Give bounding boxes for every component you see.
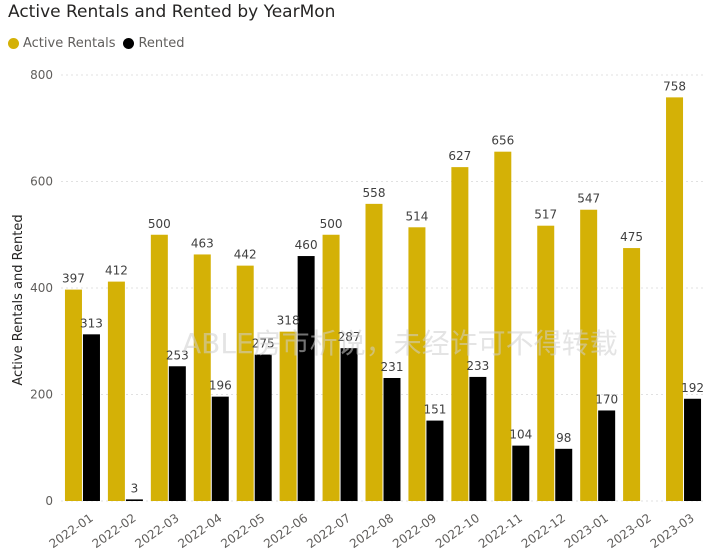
data-label-active-rentals: 318 — [277, 314, 300, 328]
x-tick-label: 2022-12 — [519, 511, 568, 551]
data-label-active-rentals: 514 — [405, 209, 428, 223]
x-tick-label: 2022-06 — [261, 511, 310, 551]
bar-rented — [426, 421, 443, 501]
data-label-rented: 231 — [381, 360, 404, 374]
chart-plot: 0200400600800 39731341235002534631964422… — [0, 0, 713, 554]
y-tick-label: 400 — [30, 281, 53, 295]
bar-rented — [212, 397, 229, 501]
x-tick-label: 2022-07 — [304, 511, 353, 551]
x-tick-label: 2022-03 — [132, 511, 181, 551]
watermark-text: ABLE房市析说，未经许可不得转载 — [182, 327, 618, 360]
data-label-active-rentals: 758 — [663, 79, 686, 93]
x-tick-label: 2022-01 — [47, 511, 96, 551]
data-label-rented: 98 — [556, 431, 571, 445]
bar-rented — [555, 449, 572, 501]
data-label-rented: 104 — [509, 428, 532, 442]
data-label-active-rentals: 558 — [363, 186, 386, 200]
bars — [65, 97, 701, 501]
x-tick-label: 2022-10 — [433, 511, 482, 551]
bar-rented — [684, 399, 701, 501]
data-label-rented: 192 — [681, 381, 704, 395]
bar-active-rentals — [537, 226, 554, 501]
data-label-active-rentals: 517 — [534, 208, 557, 222]
data-label-active-rentals: 500 — [148, 217, 171, 231]
y-tick-label: 0 — [45, 494, 53, 508]
bar-active-rentals — [108, 282, 125, 501]
x-axis-ticks: 2022-012022-022022-032022-042022-052022-… — [47, 511, 697, 551]
bar-rented — [384, 378, 401, 501]
x-tick-label: 2022-05 — [218, 511, 267, 551]
data-label-rented: 151 — [423, 403, 446, 417]
data-label-rented: 233 — [466, 359, 489, 373]
data-label-rented: 460 — [295, 238, 318, 252]
bar-active-rentals — [623, 248, 640, 501]
x-tick-label: 2023-01 — [562, 511, 611, 551]
bar-rented — [341, 348, 358, 501]
x-tick-label: 2022-09 — [390, 511, 439, 551]
bar-active-rentals — [408, 227, 425, 501]
bar-active-rentals — [323, 235, 340, 501]
y-tick-label: 800 — [30, 68, 53, 82]
data-label-active-rentals: 475 — [620, 230, 643, 244]
data-label-active-rentals: 547 — [577, 192, 600, 206]
bar-rented — [298, 256, 315, 501]
x-tick-label: 2023-03 — [648, 511, 697, 551]
data-label-active-rentals: 412 — [105, 264, 128, 278]
bar-rented — [169, 366, 186, 501]
x-tick-label: 2022-08 — [347, 511, 396, 551]
x-tick-label: 2022-11 — [476, 511, 525, 551]
data-label-rented: 313 — [80, 316, 103, 330]
data-label-active-rentals: 442 — [234, 248, 257, 262]
data-label-active-rentals: 397 — [62, 272, 85, 286]
bar-rented — [255, 355, 272, 501]
bar-rented — [126, 499, 143, 501]
y-axis-ticks: 0 200 400 600 800 — [30, 68, 53, 508]
bar-rented — [83, 334, 100, 501]
data-label-rented: 3 — [131, 481, 139, 495]
y-tick-label: 200 — [30, 388, 53, 402]
x-tick-label: 2022-02 — [90, 511, 139, 551]
data-label-active-rentals: 500 — [320, 217, 343, 231]
x-tick-label: 2022-04 — [175, 511, 224, 551]
y-axis-label: Active Rentals and Rented — [11, 214, 26, 385]
data-label-active-rentals: 463 — [191, 236, 214, 250]
bar-rented — [469, 377, 486, 501]
bar-active-rentals — [237, 266, 254, 501]
x-tick-label: 2023-02 — [605, 511, 654, 551]
y-tick-label: 600 — [30, 175, 53, 189]
data-label-rented: 170 — [595, 392, 618, 406]
data-label-active-rentals: 656 — [491, 134, 514, 148]
bar-active-rentals — [151, 235, 168, 501]
bar-rented — [512, 446, 529, 501]
bar-rented — [598, 410, 615, 501]
bar-active-rentals — [666, 97, 683, 501]
data-label-rented: 196 — [209, 379, 232, 393]
data-label-active-rentals: 627 — [448, 149, 471, 163]
